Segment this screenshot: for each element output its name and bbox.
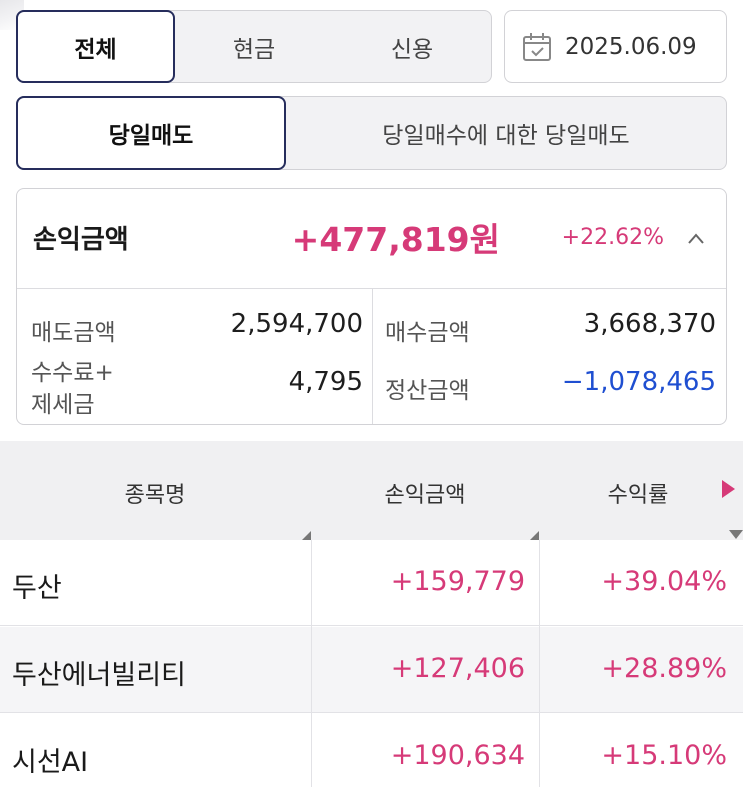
sell-type-tabs: 당일매도 당일매수에 대한 당일매도 (16, 96, 727, 170)
buy-amount-value: 3,668,370 (583, 309, 716, 339)
stock-rate: +39.04% (601, 566, 727, 597)
triangle-right-icon[interactable] (722, 480, 735, 498)
stock-pl: +159,779 (390, 566, 525, 597)
header-pl[interactable]: 손익금액 (384, 483, 466, 508)
tab-cash[interactable]: 현금 (232, 36, 276, 63)
table-row[interactable]: 두산에너빌리티 +127,406 +28.89% (0, 627, 743, 713)
pl-summary-header[interactable]: 손익금액 +477,819원 +22.62% (17, 189, 726, 289)
header-name[interactable]: 종목명 (124, 483, 186, 508)
stock-name: 두산에너빌리티 (12, 660, 186, 691)
settle-label: 정산금액 (385, 378, 470, 404)
stock-name: 두산 (12, 573, 62, 604)
sell-amount-value: 2,594,700 (230, 309, 363, 339)
header-rate[interactable]: 수익률 (607, 483, 669, 508)
account-type-tabs: 전체 현금 신용 (16, 10, 492, 83)
fee-value: 4,795 (288, 367, 363, 397)
column-divider (311, 540, 312, 787)
pl-summary-card: 손익금액 +477,819원 +22.62% 매도금액 2,594,700 매수… (16, 188, 727, 425)
fee-label-line1: 수수료+ (31, 360, 114, 386)
column-divider (539, 540, 540, 787)
table-header: 종목명 손익금액 수익률 (0, 441, 743, 540)
settle-value: −1,078,465 (561, 367, 716, 397)
buy-amount-label: 매수금액 (385, 320, 470, 346)
pl-rate: +22.62% (561, 225, 664, 250)
date-picker[interactable]: 2025.06.09 (504, 10, 727, 83)
sort-corner-icon (530, 531, 539, 540)
sort-corner-icon (302, 531, 311, 540)
table-row[interactable]: 두산 +159,779 +39.04% (0, 540, 743, 626)
chevron-up-icon[interactable] (686, 229, 706, 249)
fee-label-line2: 제세금 (31, 392, 95, 418)
calendar-icon (523, 32, 551, 61)
sell-amount-label: 매도금액 (31, 320, 116, 346)
column-divider (372, 289, 373, 424)
triangle-down-icon (729, 530, 743, 539)
stock-pl: +190,634 (390, 740, 525, 771)
tab-all[interactable]: 전체 (16, 10, 175, 83)
tab-today-sell[interactable]: 당일매도 (16, 96, 286, 170)
tab-credit[interactable]: 신용 (390, 36, 434, 63)
stock-rate: +15.10% (601, 740, 727, 771)
table-row[interactable]: 시선AI +190,634 +15.10% (0, 714, 743, 787)
stock-pl: +127,406 (390, 653, 525, 684)
tab-today-buy-sell[interactable]: 당일매수에 대한 당일매도 (382, 123, 630, 149)
pl-amount: +477,819원 (291, 220, 500, 259)
stock-name: 시선AI (12, 747, 89, 778)
stock-rate: +28.89% (601, 653, 727, 684)
date-value: 2025.06.09 (565, 33, 697, 60)
pl-label: 손익금액 (33, 225, 129, 255)
